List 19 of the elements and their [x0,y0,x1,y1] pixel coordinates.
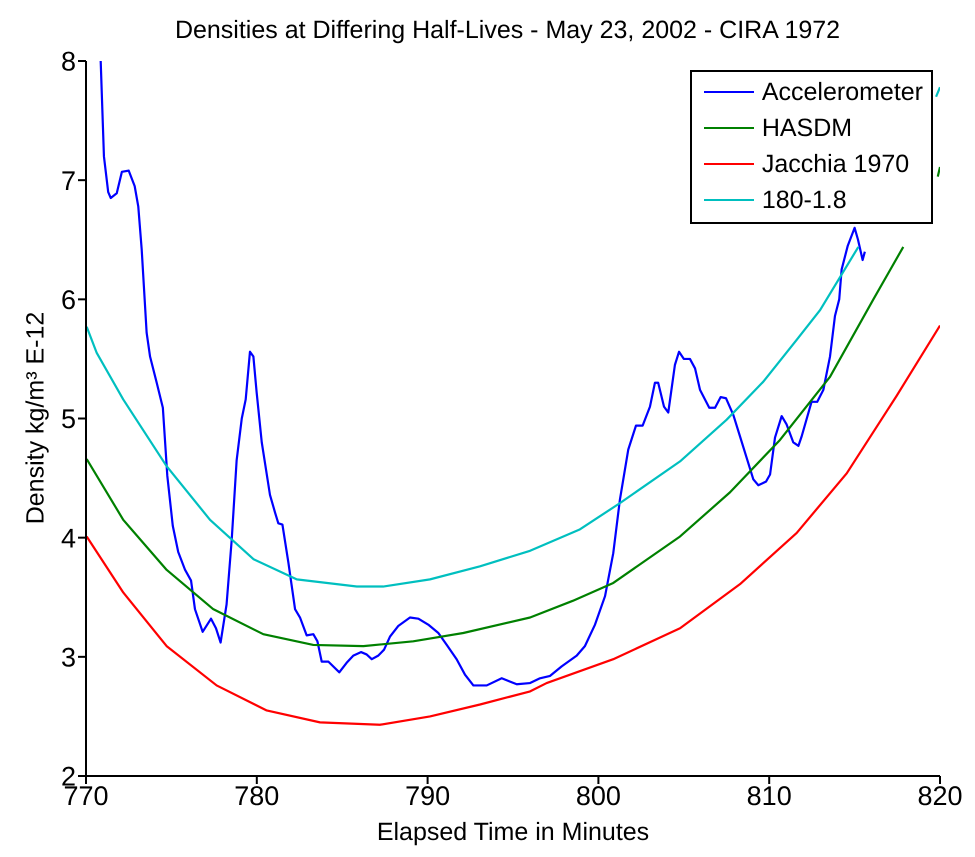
legend-label: HASDM [762,113,852,144]
x-axis-title: Elapsed Time in Minutes [376,818,650,846]
x-tick-label: 780 [234,781,280,812]
legend-label: Accelerometer [762,77,923,108]
y-tick-label: 6 [60,284,76,315]
legend-label: Jacchia 1970 [762,149,910,180]
line-series [86,324,940,726]
y-tick-label: 3 [60,642,76,672]
y-axis-title: Density kg/m³ E-12 [22,312,50,524]
y-tick-label: 4 [60,523,76,554]
y-tick-label: 5 [60,404,76,434]
x-tick-label: 810 [746,781,792,812]
x-tick-label: 800 [576,781,621,812]
legend-label: 180-1.8 [762,185,847,216]
x-tick-label: 820 [917,781,963,812]
y-tick-label: 7 [60,166,76,196]
y-tick-label: 8 [60,46,76,77]
x-tick-label: 790 [405,781,450,812]
chart-title: Densities at Differing Half-Lives - May 23, 2002 - CIRA 1972 [174,16,842,45]
